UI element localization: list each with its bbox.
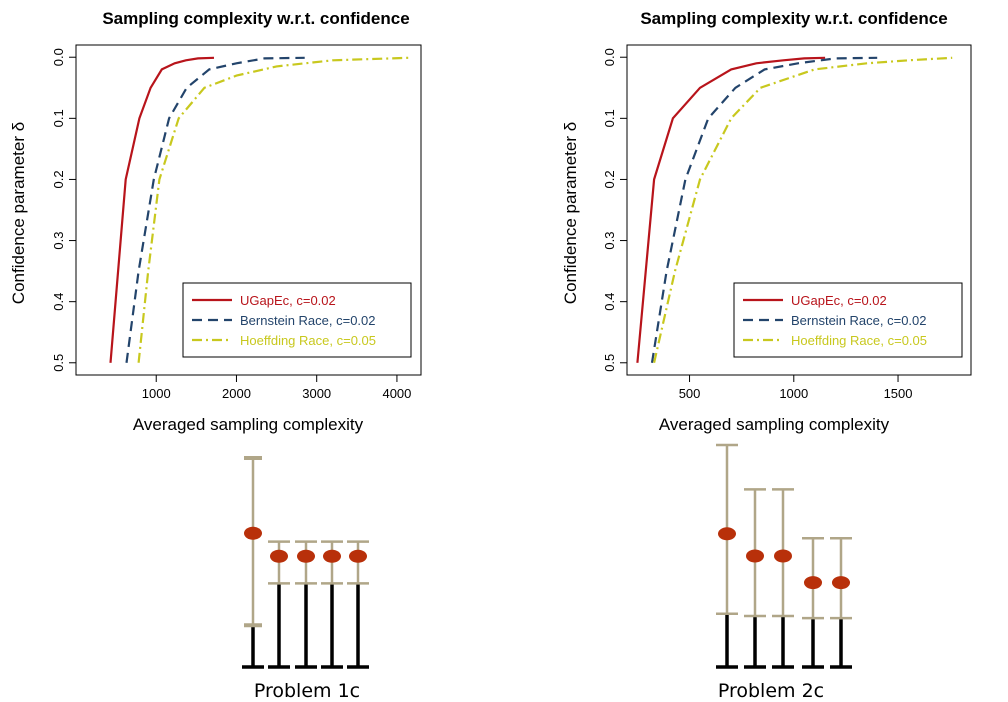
errorbar-marker <box>746 549 764 563</box>
series-line-0 <box>109 56 215 363</box>
x-tick-label: 1000 <box>142 386 171 401</box>
errorbar-marker <box>832 576 850 590</box>
legend-label: UGapEc, c=0.02 <box>791 293 887 308</box>
x-axis-label: Averaged sampling complexity <box>659 415 890 434</box>
errorbar-marker <box>349 549 367 563</box>
x-tick-label: 4000 <box>382 386 411 401</box>
legend-items: UGapEc, c=0.02 Bernstein Race, c=0.02 Hoef… <box>192 293 376 348</box>
y-axis-label: Confidence parameter δ <box>9 122 28 304</box>
y-axis-label: Confidence parameter δ <box>561 122 580 304</box>
y-tick-label: 0.2 <box>602 170 617 188</box>
series-line-1 <box>650 56 878 363</box>
errorbar-marker <box>774 549 792 563</box>
series-line-1 <box>125 56 305 363</box>
legend-box <box>733 282 963 358</box>
y-tick-label: 0.2 <box>51 170 66 188</box>
problem-caption: Problem 1c <box>254 680 360 702</box>
series-group <box>109 56 410 363</box>
legend-label: UGapEc, c=0.02 <box>240 293 336 308</box>
plot-frame <box>626 44 972 376</box>
x-ticks: 1000 2000 3000 4000 <box>142 375 411 401</box>
x-ticks: 500 1000 1500 <box>679 375 913 401</box>
y-ticks: 0.0 0.1 0.2 0.3 0.4 0.5 <box>602 48 627 372</box>
errorbar-2 <box>772 488 794 669</box>
errorbar-group <box>242 456 369 669</box>
errorbar-4 <box>830 536 852 669</box>
y-tick-label: 0.0 <box>602 48 617 66</box>
problem-caption: Problem 2c <box>718 680 824 702</box>
x-tick-label: 1500 <box>884 386 913 401</box>
chart-title: Sampling complexity w.r.t. confidence <box>640 9 947 28</box>
y-tick-label: 0.1 <box>602 109 617 127</box>
y-tick-label: 0.5 <box>602 354 617 372</box>
chart-left: Sampling complexity w.r.t. confidence Av… <box>9 9 422 434</box>
legend-label: Hoeffding Race, c=0.05 <box>791 333 927 348</box>
errorbar-3 <box>321 540 343 669</box>
errorbar-0 <box>242 456 264 669</box>
errorbar-marker <box>804 576 822 590</box>
errorbar-chart-left: Problem 1c <box>242 456 369 702</box>
series-line-2 <box>653 56 953 364</box>
errorbar-4 <box>347 540 369 669</box>
chart-right: Sampling complexity w.r.t. confidence Av… <box>561 9 972 434</box>
errorbar-0 <box>716 443 738 669</box>
y-tick-label: 0.5 <box>51 354 66 372</box>
y-tick-label: 0.4 <box>602 293 617 311</box>
y-tick-label: 0.0 <box>51 48 66 66</box>
legend-label: Bernstein Race, c=0.02 <box>791 313 927 328</box>
chart-title: Sampling complexity w.r.t. confidence <box>102 9 409 28</box>
x-tick-label: 500 <box>679 386 701 401</box>
errorbar-group <box>716 443 852 669</box>
legend-box <box>182 282 412 358</box>
errorbar-marker <box>323 549 341 563</box>
series-line-2 <box>137 56 410 363</box>
y-tick-label: 0.3 <box>51 232 66 250</box>
x-tick-label: 3000 <box>302 386 331 401</box>
errorbar-chart-right: Problem 2c <box>716 443 852 702</box>
errorbar-marker <box>297 549 315 563</box>
y-tick-label: 0.4 <box>51 293 66 311</box>
x-axis-label: Averaged sampling complexity <box>133 415 364 434</box>
legend: UGapEc, c=0.02 Bernstein Race, c=0.02 Hoef… <box>733 282 963 358</box>
errorbar-2 <box>295 540 317 669</box>
y-tick-label: 0.1 <box>51 109 66 127</box>
x-tick-label: 2000 <box>222 386 251 401</box>
legend-items: UGapEc, c=0.02 Bernstein Race, c=0.02 Hoef… <box>743 293 927 348</box>
errorbar-1 <box>268 540 290 669</box>
errorbar-marker <box>718 527 736 541</box>
errorbar-marker <box>244 526 262 540</box>
series-group <box>636 56 953 364</box>
legend-label: Hoeffding Race, c=0.05 <box>240 333 376 348</box>
errorbar-marker <box>270 549 288 563</box>
series-line-0 <box>636 56 826 363</box>
x-tick-label: 1000 <box>779 386 808 401</box>
plot-frame <box>75 44 422 376</box>
errorbar-3 <box>802 536 824 669</box>
y-ticks: 0.0 0.1 0.2 0.3 0.4 0.5 <box>51 48 76 372</box>
legend: UGapEc, c=0.02 Bernstein Race, c=0.02 Hoef… <box>182 282 412 358</box>
errorbar-1 <box>744 488 766 669</box>
y-tick-label: 0.3 <box>602 232 617 250</box>
legend-label: Bernstein Race, c=0.02 <box>240 313 376 328</box>
